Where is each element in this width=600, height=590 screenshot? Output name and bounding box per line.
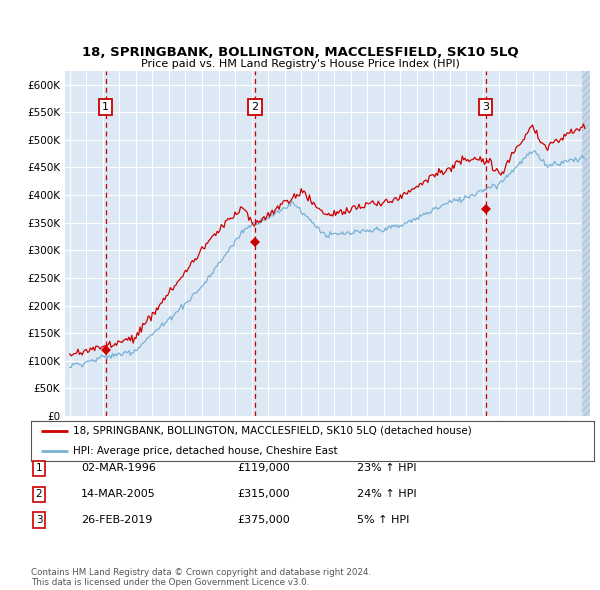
Text: 23% ↑ HPI: 23% ↑ HPI bbox=[357, 464, 416, 473]
Text: £119,000: £119,000 bbox=[237, 464, 290, 473]
Text: 1: 1 bbox=[102, 102, 109, 112]
Text: HPI: Average price, detached house, Cheshire East: HPI: Average price, detached house, Ches… bbox=[73, 446, 338, 456]
Text: 2: 2 bbox=[251, 102, 259, 112]
Text: 5% ↑ HPI: 5% ↑ HPI bbox=[357, 516, 409, 525]
Text: 02-MAR-1996: 02-MAR-1996 bbox=[81, 464, 156, 473]
Bar bbox=[582, 71, 590, 416]
Text: £375,000: £375,000 bbox=[237, 516, 290, 525]
Text: 24% ↑ HPI: 24% ↑ HPI bbox=[357, 490, 416, 499]
Text: 3: 3 bbox=[482, 102, 489, 112]
Text: 14-MAR-2005: 14-MAR-2005 bbox=[81, 490, 156, 499]
Text: Price paid vs. HM Land Registry's House Price Index (HPI): Price paid vs. HM Land Registry's House … bbox=[140, 59, 460, 69]
Text: 18, SPRINGBANK, BOLLINGTON, MACCLESFIELD, SK10 5LQ: 18, SPRINGBANK, BOLLINGTON, MACCLESFIELD… bbox=[82, 46, 518, 59]
Text: 2: 2 bbox=[35, 490, 43, 499]
Text: Contains HM Land Registry data © Crown copyright and database right 2024.
This d: Contains HM Land Registry data © Crown c… bbox=[31, 568, 371, 587]
Text: 18, SPRINGBANK, BOLLINGTON, MACCLESFIELD, SK10 5LQ (detached house): 18, SPRINGBANK, BOLLINGTON, MACCLESFIELD… bbox=[73, 426, 472, 436]
Text: 1: 1 bbox=[35, 464, 43, 473]
Text: £315,000: £315,000 bbox=[237, 490, 290, 499]
Text: 3: 3 bbox=[35, 516, 43, 525]
Text: 26-FEB-2019: 26-FEB-2019 bbox=[81, 516, 152, 525]
